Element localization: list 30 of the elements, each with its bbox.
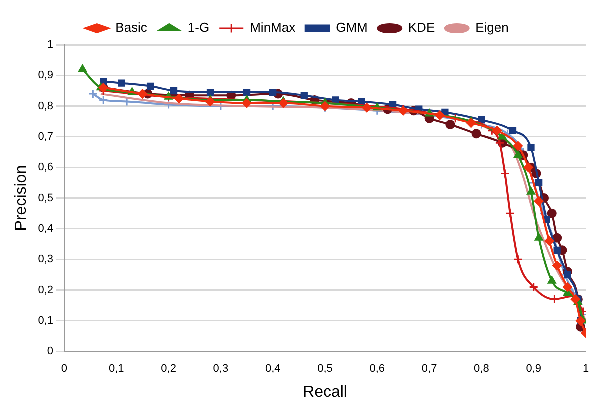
y-tick-label: 0,6 (38, 162, 54, 174)
x-tick-label: 0,5 (318, 363, 333, 376)
x-tick-label: 0,7 (422, 363, 438, 376)
legend-label: Eigen (476, 20, 509, 36)
x-tick-label: 0,6 (370, 363, 386, 376)
legend-label: GMM (336, 20, 368, 36)
legend-label: Basic (116, 20, 148, 36)
y-tick-label: 1 (47, 39, 54, 52)
x-tick-label: 0,3 (213, 363, 229, 376)
y-tick-label: 0,5 (38, 192, 54, 204)
x-tick-label: 0 (61, 363, 68, 376)
y-tick-label: 0,4 (38, 222, 54, 235)
x-tick-label: 0,9 (526, 363, 542, 376)
x-axis-title: Recall (303, 384, 348, 401)
y-tick-label: 0,3 (38, 254, 54, 266)
y-tick-label: 0,9 (38, 70, 54, 82)
legend-label: 1-G (188, 20, 210, 36)
x-tick-label: 0,8 (474, 363, 490, 376)
x-tick-label: 0,1 (108, 363, 124, 376)
x-tick-label: 1 (582, 363, 590, 376)
y-tick-label: 0,2 (38, 284, 54, 296)
x-tick-label: 0,2 (161, 363, 176, 376)
y-axis-title: Precision (13, 165, 30, 232)
y-tick-label: 0,1 (38, 314, 54, 327)
y-tick-label: 0,7 (38, 131, 54, 144)
legend-label: KDE (408, 20, 436, 36)
y-tick-label: 0,8 (38, 100, 54, 112)
x-tick-label: 0,4 (265, 363, 281, 376)
y-tick-label: 0 (47, 346, 54, 358)
legend-label: MinMax (250, 20, 296, 36)
